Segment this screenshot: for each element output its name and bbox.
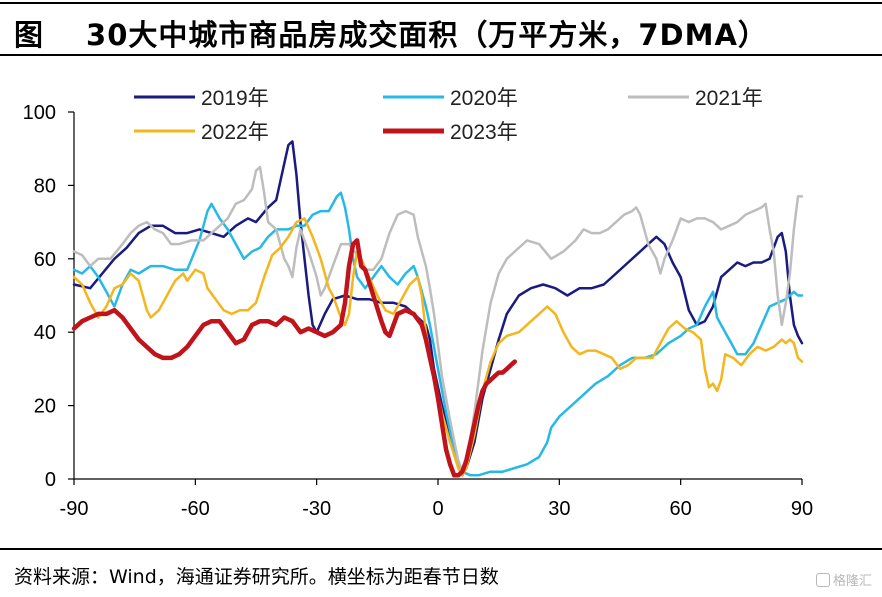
y-tick-label: 100 [23,102,56,124]
legend-label-2021: 2021年 [695,87,763,110]
y-tick-label: 20 [34,396,56,418]
x-tick-label: 60 [670,498,692,520]
x-tick-label: 30 [548,498,570,520]
line-chart: 0 20 40 60 80 100 -90 -60 -30 0 30 60 90 2019年 2020年 20… [23,87,814,520]
series-line-2023 [71,238,518,478]
legend-label-2020: 2020年 [450,87,518,110]
series-line-2021 [72,165,804,473]
legend-label-2023: 2023年 [450,121,518,144]
y-tick-label: 80 [34,175,56,197]
title-rule [0,54,882,56]
chart-title: 图 30大中城市商品房成交面积（万平方米，7DMA） [14,12,768,54]
x-tick-label: 90 [791,498,813,520]
y-tick-label: 60 [34,249,56,271]
legend-label-2022: 2022年 [201,121,269,144]
top-rule [0,2,882,4]
y-tick-label: 40 [34,322,56,344]
legend-label-2019: 2019年 [201,87,269,110]
y-tick-label: 0 [45,469,56,491]
figure-label: 图 [14,18,45,52]
watermark: 格隆汇 [815,570,872,589]
source-note: 资料来源：Wind，海通证券研究所。横坐标为距春节日数 [14,566,499,588]
x-tick-label: 0 [432,498,443,520]
series-line-2020 [72,191,804,477]
watermark-logo-icon [815,573,830,587]
x-tick-label: -90 [60,498,89,520]
chart-title-text: 30大中城市商品房成交面积（万平方米，7DMA） [86,18,768,52]
x-tick-label: -60 [181,498,210,520]
watermark-text: 格隆汇 [832,574,872,589]
bottom-rule [0,548,882,550]
x-tick-label: -30 [302,498,331,520]
series-line-2019 [72,140,804,477]
